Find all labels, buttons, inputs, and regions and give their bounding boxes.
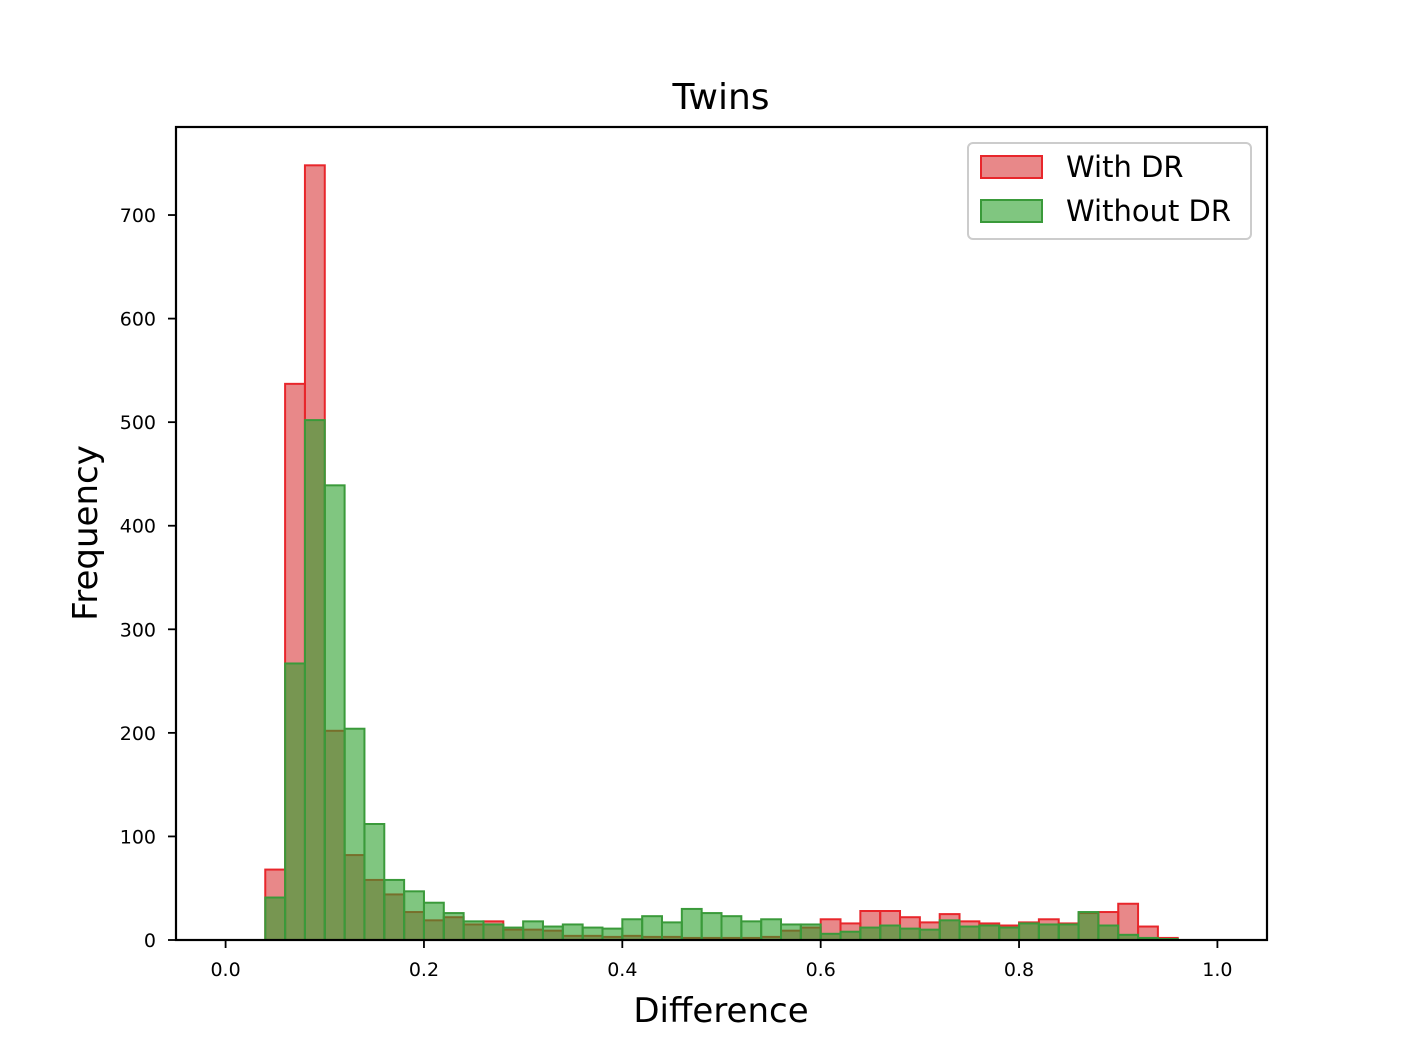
x-tick-label: 0.2: [409, 959, 439, 981]
y-tick-label: 500: [120, 412, 156, 434]
y-tick-label: 300: [120, 619, 156, 641]
y-tick-label: 100: [120, 826, 156, 848]
legend: With DR Without DR: [967, 142, 1252, 240]
histogram-bar: [859, 926, 882, 941]
legend-label: Without DR: [1066, 194, 1231, 228]
histogram-bar: [561, 923, 584, 941]
y-tick-label: 200: [120, 723, 156, 745]
histogram-bar: [938, 919, 961, 941]
histogram-bar: [522, 920, 544, 942]
histogram-bar: [660, 921, 683, 941]
histogram-bar: [581, 926, 604, 941]
histogram-bar: [978, 924, 1001, 941]
histogram-bar: [462, 920, 485, 942]
histogram-bar: [264, 896, 287, 942]
x-axis-label: Difference: [633, 991, 808, 1031]
histogram-bar: [799, 923, 822, 941]
histogram-bar: [1097, 924, 1120, 941]
histogram-bar: [442, 912, 465, 942]
histogram-bar: [680, 907, 703, 941]
legend-label: With DR: [1066, 150, 1184, 184]
y-tick-label: 0: [144, 930, 156, 952]
histogram-bar: [918, 928, 941, 941]
histogram-bar: [422, 901, 445, 942]
histogram-bar: [1057, 923, 1080, 941]
histogram-bar: [641, 915, 663, 942]
x-tick-label: 1.0: [1202, 959, 1232, 981]
histogram-bar: [879, 924, 902, 941]
plot-frame: [174, 125, 1269, 942]
histogram-bar: [323, 484, 346, 941]
histogram-bar: [899, 927, 921, 942]
histogram-bar: [541, 925, 564, 942]
x-tick-label: 0.8: [1004, 959, 1034, 981]
x-tick-label: 0.6: [806, 959, 836, 981]
histogram-bar: [363, 823, 386, 941]
y-tick-label: 600: [120, 309, 156, 331]
histogram-bar: [1077, 911, 1100, 941]
histogram-bar: [780, 923, 802, 941]
histogram-bar: [1018, 922, 1040, 942]
chart-title: Twins: [671, 77, 769, 118]
axes-layer: 0.0 0.2 0.4 0.6 0.8 1.0 0 100 200 300 400 500 600 700: [120, 125, 1269, 981]
histogram-bar: [700, 912, 723, 942]
histogram-bar: [839, 930, 862, 942]
histogram-bar: [383, 878, 406, 942]
y-tick-label: 700: [120, 205, 156, 227]
series-0-bars: [264, 164, 1179, 942]
histogram-bar: [502, 926, 525, 941]
histogram-bar: [284, 662, 306, 941]
series-1-bars: [264, 419, 1179, 942]
histogram-bar: [958, 925, 981, 942]
x-tick-label: 0.0: [210, 959, 240, 981]
legend-swatch: [980, 199, 1043, 223]
histogram-bar: [403, 890, 425, 941]
histogram-bar: [720, 915, 743, 942]
x-tick-label: 0.4: [607, 959, 637, 981]
histogram-bar: [343, 727, 366, 941]
histogram-bar: [601, 927, 624, 942]
histogram-bar: [621, 918, 644, 941]
y-tick-label: 400: [120, 516, 156, 538]
bars-layer: [264, 164, 1179, 942]
y-axis-label: Frequency: [66, 445, 106, 621]
histogram-bar: [482, 923, 505, 941]
histogram-bar: [303, 419, 326, 942]
histogram-bar: [998, 926, 1021, 941]
histogram-bar: [1037, 923, 1060, 941]
histogram-bar: [740, 920, 763, 942]
legend-swatch: [980, 155, 1043, 179]
histogram-bar: [760, 918, 783, 941]
